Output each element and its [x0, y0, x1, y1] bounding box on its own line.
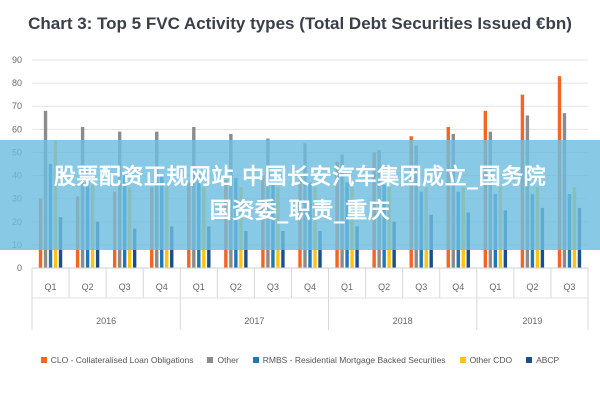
legend-item: CLO - Collateralised Loan Obligations — [40, 355, 194, 365]
chart-legend: CLO - Collateralised Loan Obligations Oth… — [0, 351, 600, 369]
x-tick-label: Q2 — [230, 282, 242, 292]
x-tick-label: Q3 — [267, 282, 279, 292]
x-tick-label: Q1 — [45, 282, 57, 292]
legend-label: Other — [217, 355, 239, 365]
x-tick-label: Q1 — [489, 282, 501, 292]
x-tick-label: Q4 — [304, 282, 316, 292]
legend-item: RMBS - Residential Mortgage Backed Secur… — [252, 355, 446, 365]
year-label: 2016 — [96, 316, 116, 326]
x-tick-label: Q3 — [119, 282, 131, 292]
legend-item: ABCP — [526, 355, 559, 365]
y-tick-label: 80 — [12, 78, 22, 88]
legend-label: RMBS - Residential Mortgage Backed Secur… — [262, 355, 446, 365]
legend-swatch — [459, 357, 466, 363]
y-tick-label: 60 — [12, 124, 22, 134]
year-label: 2017 — [244, 316, 264, 326]
legend-label: ABCP — [536, 355, 560, 365]
legend-swatch — [252, 357, 259, 363]
x-tick-label: Q4 — [156, 282, 168, 292]
y-tick-label: 70 — [12, 101, 22, 111]
overlay-banner: 股票配资正规网站 中国长安汽车集团成立_国务院 国资委_职责_重庆 — [0, 140, 600, 250]
legend-label: CLO - Collateralised Loan Obligations — [50, 355, 194, 365]
legend-swatch — [40, 357, 47, 363]
x-tick-label: Q1 — [193, 282, 205, 292]
legend-item: Other CDO — [459, 355, 513, 365]
legend-item: Other — [207, 355, 239, 365]
x-tick-label: Q2 — [82, 282, 94, 292]
banner-line-2: 国资委_职责_重庆 — [209, 199, 391, 224]
year-label: 2018 — [393, 316, 413, 326]
legend-swatch — [207, 357, 214, 363]
y-tick-label: 0 — [17, 263, 22, 273]
banner-line-1: 股票配资正规网站 中国长安汽车集团成立_国务院 — [53, 165, 547, 190]
x-axis-ticks: Q1 Q2 Q3 Q4 Q1 Q2 Q3 Q4 Q1 Q2 Q3 Q4 Q1 Q2 Q3 2016 2017 20… — [31, 267, 589, 330]
x-tick-label: Q3 — [415, 282, 427, 292]
x-tick-label: Q1 — [341, 282, 353, 292]
x-tick-label: Q4 — [452, 282, 464, 292]
legend-swatch — [526, 357, 533, 363]
x-tick-label: Q2 — [526, 282, 538, 292]
chart-title: Chart 3: Top 5 FVC Activity types (Total… — [28, 14, 572, 33]
x-tick-label: Q2 — [378, 282, 390, 292]
legend-label: Other CDO — [469, 355, 513, 365]
x-tick-label: Q3 — [563, 282, 575, 292]
year-label: 2019 — [522, 316, 542, 326]
y-tick-label: 90 — [12, 55, 22, 65]
